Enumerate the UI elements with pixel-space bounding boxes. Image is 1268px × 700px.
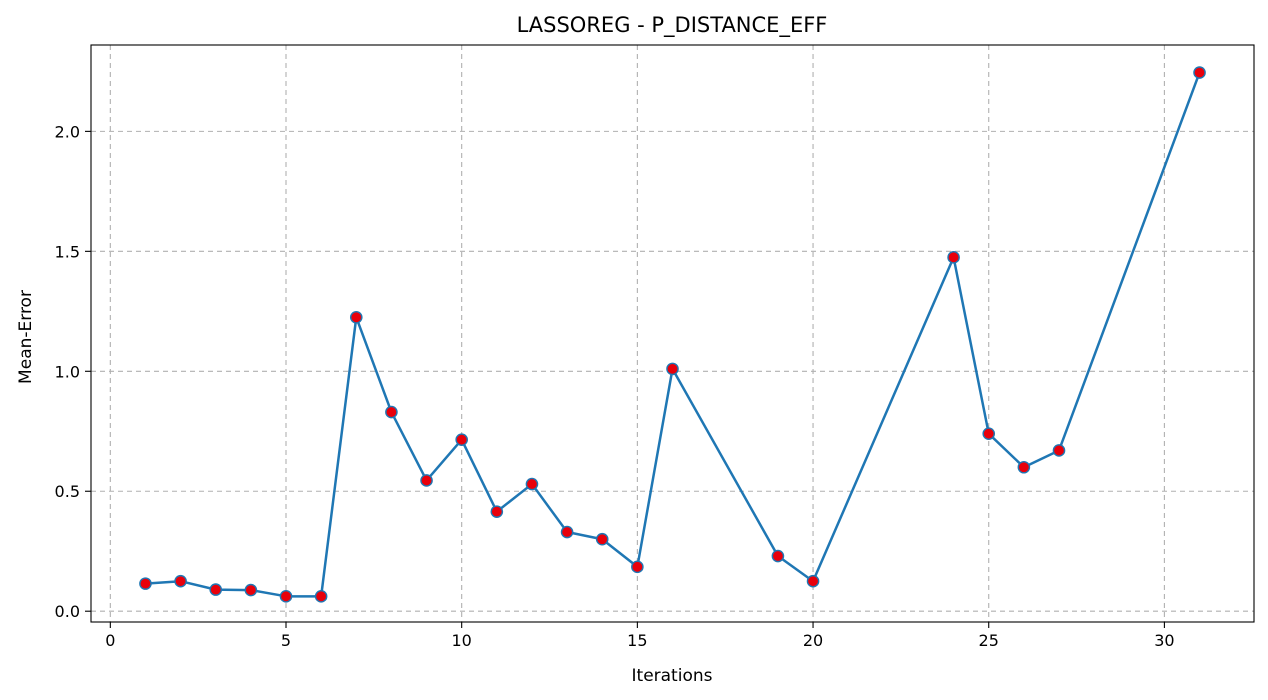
series-line <box>145 72 1201 598</box>
data-point <box>349 311 363 324</box>
data-point <box>174 574 187 588</box>
data-point <box>209 583 223 596</box>
x-tick-label: 15 <box>627 631 647 650</box>
data-point <box>560 525 574 539</box>
y-tick-label: 2.0 <box>55 122 80 141</box>
plot-frame <box>90 44 1255 623</box>
data-point <box>385 405 398 419</box>
x-tick-label: 25 <box>979 631 999 650</box>
x-tick-label: 20 <box>803 631 823 650</box>
data-point <box>595 532 609 546</box>
grid-lines <box>91 45 1254 622</box>
data-point <box>314 590 328 603</box>
data-point <box>1193 66 1206 79</box>
data-point <box>525 477 539 491</box>
x-axis-label: Iterations <box>632 666 713 686</box>
data-point <box>982 427 996 440</box>
data-point <box>1052 444 1066 457</box>
data-point <box>666 362 679 376</box>
data-point <box>947 251 960 264</box>
data-point <box>631 560 644 574</box>
data-point <box>279 590 293 603</box>
data-point <box>455 433 468 446</box>
y-axis-label: Mean-Error <box>16 290 36 384</box>
data-point <box>771 549 785 563</box>
y-tick-label: 1.5 <box>55 242 80 261</box>
data-point <box>490 505 504 518</box>
data-point <box>139 577 152 590</box>
axis-ticks: 0 5 10 15 20 25 30 0.0 0.5 1.0 1.5 2.0 <box>55 122 1175 650</box>
x-tick-label: 30 <box>1154 631 1174 650</box>
y-tick-label: 1.0 <box>55 362 80 381</box>
data-point <box>420 474 433 487</box>
data-point <box>1017 460 1031 474</box>
data-point <box>244 583 258 597</box>
x-tick-label: 10 <box>452 631 472 650</box>
x-tick-label: 5 <box>281 631 291 650</box>
data-point <box>806 574 820 588</box>
data-points <box>139 66 1206 603</box>
x-tick-label: 0 <box>105 631 115 650</box>
y-tick-label: 0.5 <box>55 482 80 501</box>
y-tick-label: 0.0 <box>55 602 80 621</box>
chart-title: LASSOREG - P_DISTANCE_EFF <box>517 13 828 38</box>
